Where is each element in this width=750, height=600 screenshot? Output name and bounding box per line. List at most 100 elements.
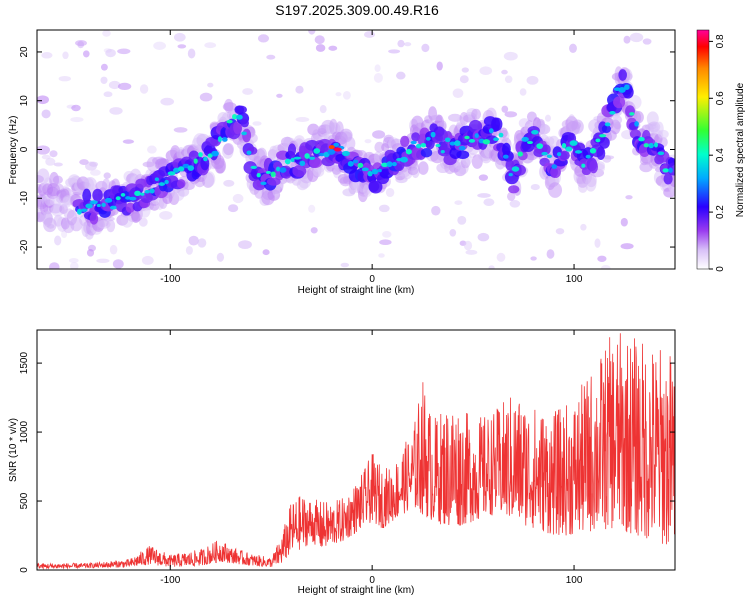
spectrogram-cell: [546, 249, 555, 259]
spectrogram-cell: [663, 173, 673, 185]
colorbar-tick-label: 0.8: [715, 34, 726, 48]
spectrogram-cell: [242, 128, 252, 143]
spectrogram-cell: [185, 246, 193, 255]
spectrogram-cell: [503, 51, 518, 61]
spectrogram-cell: [620, 243, 634, 250]
spectrogram-cell: [235, 105, 247, 114]
spectrogram-cell: [309, 157, 323, 168]
spectrogram-cell: [508, 173, 513, 177]
spectrogram-cell: [109, 205, 117, 210]
spectrogram-cell: [308, 156, 316, 160]
spectrogram-cell: [531, 130, 539, 135]
spectrogram-cell: [555, 228, 565, 235]
spectrogram-cell: [319, 105, 327, 114]
spectrogram-cell: [199, 92, 213, 102]
spectrogram-cell: [668, 167, 673, 173]
spectrogram-cell: [68, 257, 79, 264]
spectrogram-cell: [62, 197, 72, 208]
spectrogram-cell: [265, 170, 271, 174]
spectrogram-cell: [527, 140, 533, 145]
spectrogram-cell: [71, 104, 81, 112]
spectrogram-cell: [504, 75, 513, 84]
spectrogram-cell: [463, 240, 473, 251]
spectrogram-cell: [454, 200, 463, 205]
spectrogram-cell: [634, 121, 639, 127]
spectrogram-cell: [629, 32, 644, 43]
spectrogram-cell: [415, 143, 422, 149]
spectrogram-cell: [58, 75, 71, 82]
spectrogram-cell: [638, 136, 645, 142]
spectrogram-cell: [363, 31, 376, 38]
spectrogram-cell: [246, 150, 252, 155]
spectrogram-cell: [352, 159, 359, 164]
spectrogram-cell: [403, 42, 412, 47]
spectrogram-cell: [173, 127, 188, 133]
spectrogram-cell: [284, 158, 291, 165]
spectrogram-cell: [454, 140, 461, 147]
spectrogram-cell: [85, 161, 97, 171]
x-tick-label: -100: [160, 274, 180, 285]
spectrogram-cell: [214, 157, 227, 174]
spectrogram-cell: [540, 123, 549, 135]
spectrogram-cell: [468, 139, 476, 143]
spectrogram-cell: [318, 152, 325, 157]
spectrogram-cell: [70, 262, 79, 269]
spectrogram-cell: [374, 141, 385, 153]
spectrogram-cell: [139, 84, 149, 94]
spectrogram-cell: [464, 135, 470, 140]
spectrogram-cell: [418, 161, 429, 175]
x-tick-label: 0: [369, 274, 375, 285]
snr-axes: -100 0 100 0 500 1000 1500: [19, 330, 675, 586]
spectrogram-cell: [347, 161, 354, 167]
spectrogram-cell: [618, 86, 626, 93]
spectrogram-cell: [411, 162, 420, 179]
spectrogram-cell: [144, 189, 150, 194]
spectrogram-cell: [52, 175, 63, 184]
spectrogram-cell: [90, 169, 101, 176]
spectrogram-cell: [304, 153, 310, 159]
spectrogram-cell: [474, 133, 479, 139]
spectrogram-cell: [388, 49, 401, 54]
spectrogram-cell: [430, 131, 436, 138]
spectrogram-cell: [479, 66, 493, 75]
spectrogram-cell: [521, 136, 529, 142]
spectrogram-cell: [368, 180, 383, 194]
spectrogram-cell: [260, 181, 267, 186]
spectrogram-cell: [235, 114, 243, 120]
spectrogram-cell: [431, 205, 441, 216]
spectrogram-cell: [386, 161, 393, 168]
spectrogram-cell: [382, 230, 392, 238]
spectrogram-cell: [548, 182, 563, 198]
y-tick-label: 0: [19, 146, 30, 152]
spectrogram-cell: [585, 154, 591, 159]
spectrogram-cell: [596, 146, 606, 160]
spectrogram-cell: [295, 116, 310, 123]
spectrogram-cell: [187, 165, 195, 171]
spectrogram-cell: [100, 76, 108, 85]
snr-panel: -100 0 100 0 500 1000 1500 Height of str…: [8, 329, 676, 596]
spectrogram-cell: [335, 92, 342, 97]
spectrogram-cell: [86, 249, 95, 257]
spectrogram-cell: [662, 168, 669, 173]
spectrogram-cell: [625, 195, 633, 200]
spectrogram-cell: [85, 203, 93, 209]
spectrogram-cell: [440, 150, 445, 154]
spectrogram-cell: [221, 137, 228, 142]
spectrogram-cell: [188, 235, 199, 246]
spectrogram-cell: [270, 171, 276, 178]
spectrogram-panel: -100 0 100 -20 -10 0 10 20 Height of str…: [8, 29, 676, 296]
spectrogram-cell: [232, 114, 237, 120]
spectrogram-cell: [203, 156, 208, 162]
spectrogram-cell: [449, 141, 456, 146]
spectrogram-cell: [226, 119, 233, 124]
spectrogram-axes: -100 0 100 -20 -10 0 10 20: [19, 30, 675, 285]
spectrogram-cell: [295, 85, 304, 94]
spectrogram-cell: [643, 143, 649, 148]
spectrogram-cell: [377, 168, 382, 173]
spectrogram-cell: [257, 34, 270, 43]
x-axis-label: Height of straight line (km): [298, 285, 415, 296]
spectrogram-cell: [642, 38, 652, 45]
spectrogram-cell: [105, 48, 116, 58]
spectrogram-cell: [657, 151, 665, 156]
spectrogram-cell: [102, 178, 111, 193]
